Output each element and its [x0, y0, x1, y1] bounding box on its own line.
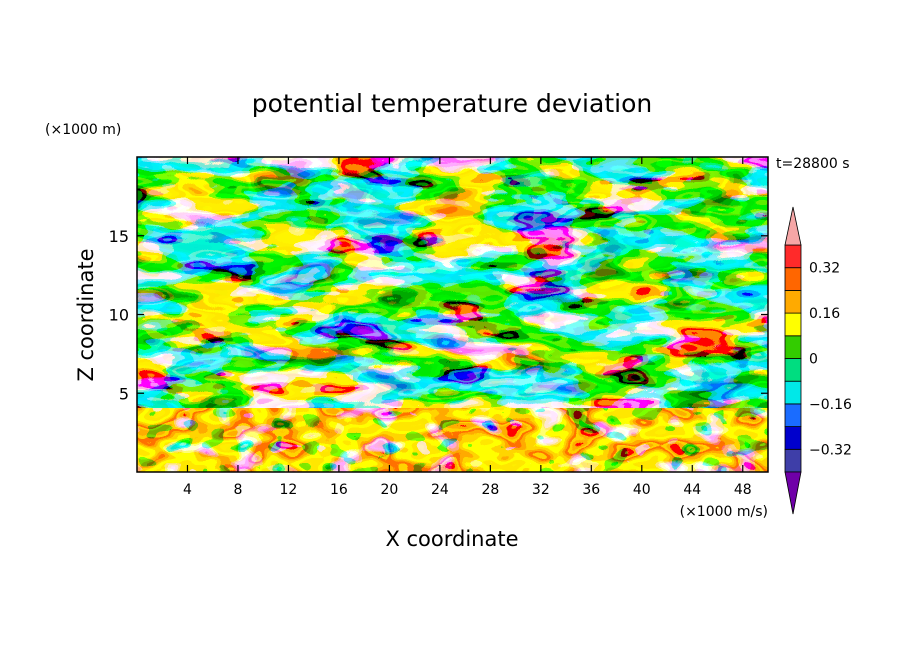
x-tick-label: 32	[532, 482, 550, 498]
x-unit-label: (×1000 m/s)	[680, 504, 768, 520]
colorbar-segment	[784, 312, 802, 337]
colorbar: −0.32 −0.16 0 0.16 0.32	[784, 206, 852, 515]
chart-title: potential temperature deviation	[252, 89, 652, 118]
lower-field	[137, 408, 768, 472]
x-tick-label: 44	[683, 482, 701, 498]
colorbar-segment	[784, 358, 802, 382]
colorbar-segment	[784, 267, 802, 291]
x-tick-label: 28	[481, 482, 499, 498]
colorbar-tick-label: −0.16	[809, 397, 852, 413]
x-tick-label: 8	[233, 482, 242, 498]
colorbar-segment	[784, 335, 802, 359]
x-axis-label: X coordinate	[385, 527, 518, 551]
upper-field	[137, 157, 768, 408]
y-axis-label: Z coordinate	[74, 248, 98, 381]
y-unit-label: (×1000 m)	[45, 122, 121, 138]
colorbar-segment	[784, 426, 802, 450]
colorbar-segment	[784, 289, 802, 314]
colorbar-tick-label: 0	[809, 352, 818, 368]
y-tick-label: 5	[119, 384, 129, 403]
y-tick-label: 15	[109, 227, 129, 246]
x-axis-ticks: 4 8 12 16 20 24 28 32 36 40 44 48	[183, 157, 752, 498]
x-tick-label: 24	[431, 482, 449, 498]
x-tick-label: 20	[380, 482, 398, 498]
colorbar-tick-label: 0.32	[809, 261, 840, 277]
x-tick-label: 12	[280, 482, 298, 498]
colorbar-tick-label: −0.32	[809, 442, 852, 458]
x-tick-label: 16	[330, 482, 348, 498]
x-tick-label: 48	[734, 482, 752, 498]
x-tick-label: 40	[633, 482, 651, 498]
y-tick-label: 10	[109, 306, 129, 325]
colorbar-segment	[784, 448, 802, 473]
x-tick-label: 4	[183, 482, 192, 498]
colorbar-segment	[784, 403, 802, 427]
x-tick-label: 36	[582, 482, 600, 498]
colorbar-tick-label: 0.16	[809, 306, 840, 322]
y-axis-ticks: 5 10 15	[109, 227, 768, 403]
contour-field	[137, 157, 768, 472]
colorbar-segment	[784, 244, 802, 269]
colorbar-extend-top	[784, 206, 802, 246]
time-label: t=28800 s	[776, 156, 850, 172]
colorbar-extend-bottom	[784, 471, 802, 515]
colorbar-segment	[784, 380, 802, 405]
